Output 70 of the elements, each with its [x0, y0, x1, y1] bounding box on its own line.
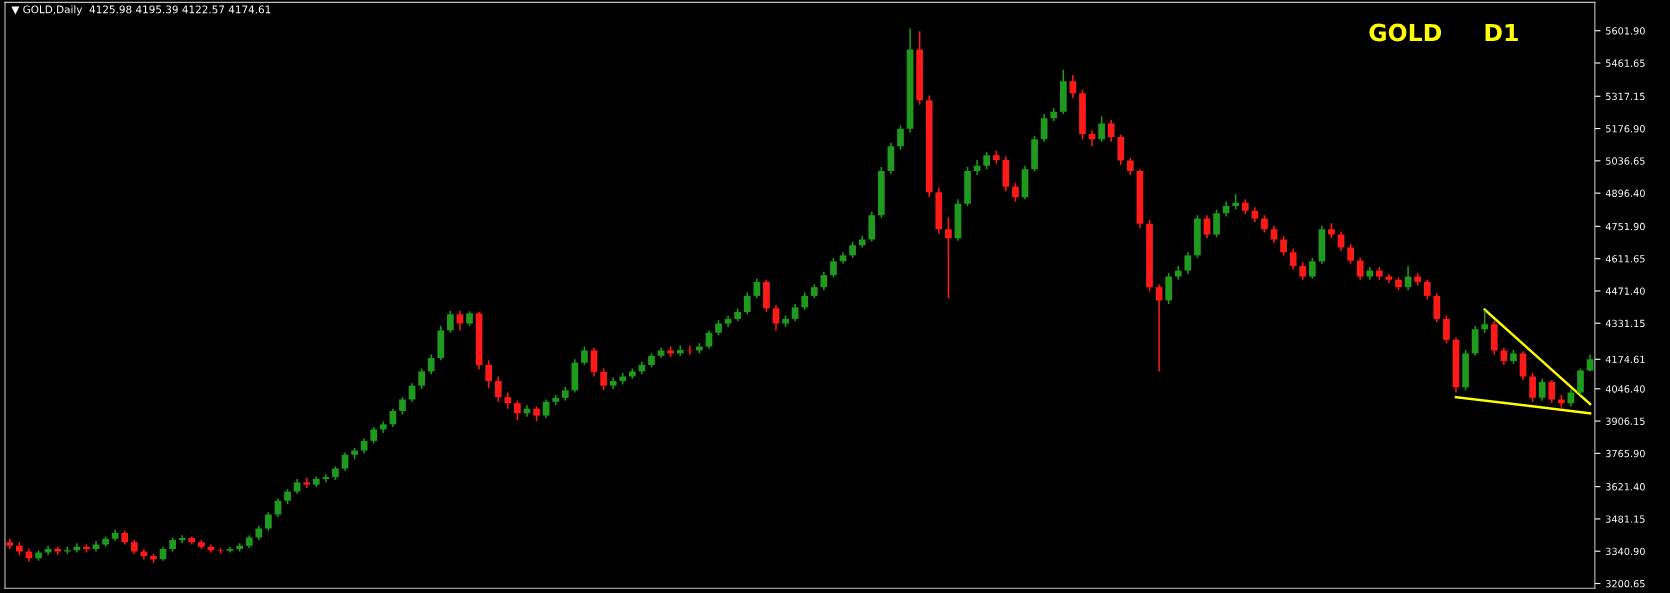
candlestick	[514, 399, 521, 421]
y-tick-label: 3340.90	[1606, 547, 1645, 556]
candlestick	[820, 270, 828, 291]
candlestick	[753, 277, 761, 299]
y-tick-label: 5461.65	[1606, 59, 1645, 67]
candlestick	[1308, 257, 1316, 280]
candlestick	[772, 304, 780, 332]
annotation: GOLD D1	[1369, 23, 1518, 42]
y-tick-label: 4896.40	[1605, 189, 1645, 197]
y-tick-label: 4751.90	[1605, 222, 1645, 231]
candlestick	[485, 359, 493, 389]
candlestick	[897, 124, 904, 151]
candlestick	[743, 291, 751, 316]
candlestick	[676, 344, 684, 357]
candlestick	[1347, 243, 1354, 265]
y-tick-label: 4331.15	[1605, 319, 1645, 328]
candlestick	[1538, 378, 1546, 402]
candlestick	[1012, 182, 1019, 203]
candlestick	[1529, 372, 1536, 403]
y-tick-label: 4471.40	[1605, 287, 1645, 295]
candlestick	[581, 345, 588, 366]
candlestick	[590, 346, 598, 378]
y-tick-label: 3621.40	[1606, 483, 1645, 491]
candlestick	[1184, 251, 1192, 275]
candlestick	[1289, 247, 1297, 271]
candlestick	[418, 367, 425, 390]
candlestick	[1577, 367, 1584, 396]
candlestick	[447, 310, 454, 334]
candlestick	[1280, 235, 1287, 257]
y-tick-label: 3765.90	[1606, 449, 1645, 458]
candlestick	[1117, 133, 1125, 166]
candlestick	[265, 511, 272, 532]
candlestick	[1433, 292, 1441, 324]
candlestick	[456, 310, 464, 332]
candlestick	[1519, 350, 1527, 381]
y-tick-label: 3481.15	[1606, 515, 1645, 523]
candlestick	[1423, 279, 1431, 301]
y-tick-label: 4174.61	[1605, 355, 1645, 364]
candlestick	[341, 451, 349, 472]
y-tick-label: 4046.40	[1605, 385, 1645, 393]
candlestick	[178, 534, 186, 545]
y-tick-label: 4611.65	[1605, 255, 1645, 263]
candlestick	[1213, 208, 1220, 238]
y-tick-label: 3200.65	[1606, 579, 1645, 588]
candlestick	[1069, 74, 1077, 99]
candlestick	[945, 216, 952, 299]
candlestick	[1040, 113, 1048, 143]
candlestick	[427, 353, 435, 375]
y-tick-label: 5601.90	[1606, 27, 1645, 35]
candlestick	[1165, 272, 1173, 305]
candlestick	[542, 398, 550, 419]
candlestick	[1107, 119, 1115, 143]
candlestick	[600, 367, 607, 392]
candlestick	[274, 497, 282, 518]
candlestick	[322, 473, 330, 484]
candlestick	[1481, 309, 1489, 334]
y-tick-label: 5036.65	[1606, 157, 1645, 165]
candlestick	[1443, 314, 1450, 344]
candlestick	[494, 375, 502, 403]
y-tick-label: 3906.15	[1606, 417, 1645, 425]
candlestick	[705, 329, 713, 350]
candlestick	[73, 542, 81, 554]
candlestick	[1356, 257, 1364, 281]
candlestick	[1548, 379, 1556, 404]
candlestick	[830, 257, 837, 279]
candlestick	[1337, 230, 1345, 252]
chart-title: ▼ GOLD,Daily 4125.98 4195.39 4122.57 4174.61	[11, 5, 271, 16]
candlestick	[1098, 115, 1105, 143]
y-tick-label: 5176.90	[1606, 125, 1645, 133]
y-tick-label: 5317.15	[1606, 92, 1645, 101]
